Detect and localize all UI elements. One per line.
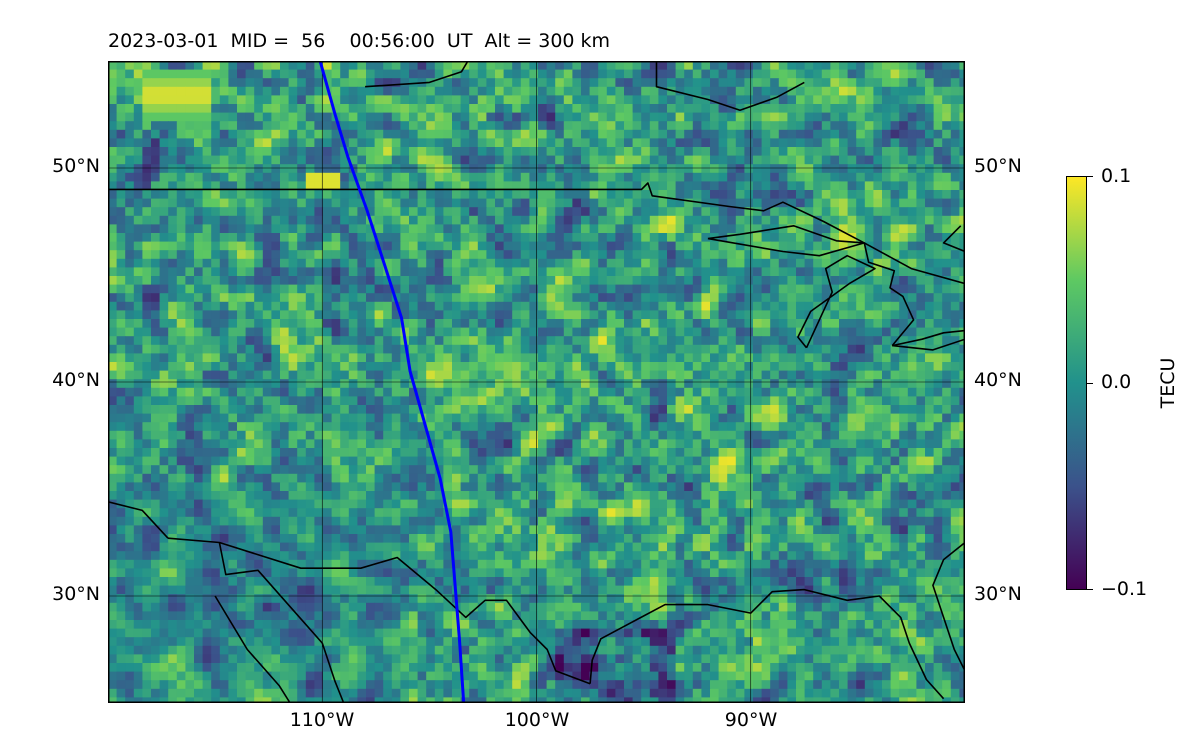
coastline-path — [108, 182, 965, 285]
coastline-path — [942, 225, 965, 253]
coastline-path — [218, 542, 345, 703]
coastline-path — [707, 225, 866, 257]
coastline-path — [589, 588, 945, 700]
lat-label-50n-left: 50°N — [52, 155, 100, 177]
coastline-path — [797, 254, 876, 349]
colorbar — [1066, 176, 1087, 590]
coastline-path — [863, 242, 915, 347]
gridlines — [108, 61, 965, 703]
tec-heatmap — [108, 61, 965, 703]
colorbar-title: TECU — [1157, 357, 1179, 409]
lat-label-30n-right: 30°N — [974, 583, 1022, 605]
lon-label-90w: 90°W — [724, 709, 778, 731]
tec-map — [108, 61, 965, 703]
lat-label-30n-left: 30°N — [52, 583, 100, 605]
coastline-path — [892, 338, 965, 351]
colorbar-tick-bottom — [1087, 589, 1093, 590]
coastline-path — [932, 541, 965, 672]
colorbar-tick-mid — [1087, 383, 1093, 384]
lat-label-40n-left: 40°N — [52, 369, 100, 391]
coastline-path — [365, 61, 469, 88]
satellite-track — [318, 61, 466, 703]
coastline-path — [655, 61, 805, 112]
lat-label-40n-right: 40°N — [974, 369, 1022, 391]
coastline-path — [108, 501, 169, 539]
lon-label-110w: 110°W — [289, 709, 355, 731]
colorbar-label-zero: 0.0 — [1101, 371, 1132, 393]
colorbar-label-max: 0.1 — [1101, 165, 1132, 187]
coastline-path — [214, 595, 291, 703]
colorbar-tick-top — [1087, 176, 1093, 177]
lon-label-100w: 100°W — [504, 709, 570, 731]
map-frame — [108, 61, 965, 703]
coastlines — [108, 61, 965, 703]
coastline-path — [892, 329, 965, 347]
map-title: 2023-03-01 MID = 56 00:56:00 UT Alt = 30… — [108, 30, 611, 52]
colorbar-label-min: −0.1 — [1101, 578, 1148, 600]
coastline-path — [167, 537, 591, 685]
lat-label-50n-right: 50°N — [974, 155, 1022, 177]
